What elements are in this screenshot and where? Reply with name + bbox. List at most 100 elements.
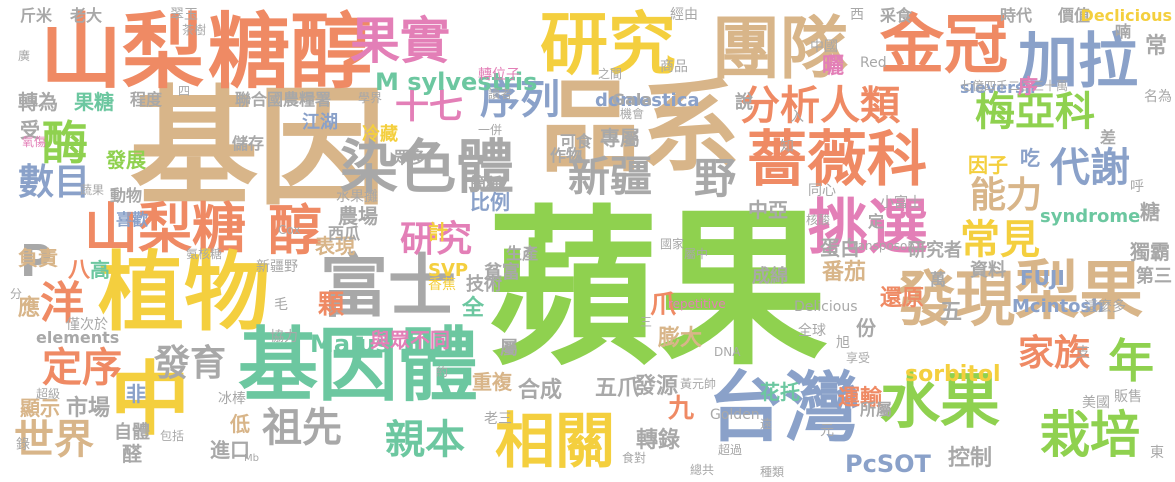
cloud-word: M sylvestris (375, 68, 538, 96)
cloud-word: 序列 (480, 77, 560, 123)
cloud-word: 十七 (395, 87, 463, 127)
cloud-word: 野 (694, 154, 737, 203)
cloud-word: 親本 (385, 417, 465, 463)
cloud-word: 屬中 (684, 247, 709, 261)
cloud-word: 眾多 (394, 148, 427, 167)
cloud-word: 成綿 (752, 266, 788, 287)
cloud-word: 計 (428, 220, 448, 244)
cloud-word: 讀者 (488, 87, 513, 101)
cloud-word: 氨核糖 (186, 247, 223, 261)
cloud-word: 簡稱 (470, 174, 503, 193)
cloud-word: 序 (1018, 74, 1038, 98)
cloud-word: Mcintosh (1012, 296, 1105, 317)
cloud-word: 販售 (1114, 389, 1142, 405)
cloud-word: DNA (714, 345, 741, 359)
cloud-word: Golden (710, 407, 760, 423)
cloud-word: 團隊 (712, 10, 849, 89)
cloud-word: 受 (20, 118, 40, 142)
cloud-word: Gala (612, 90, 653, 109)
cloud-word: 洋 (40, 278, 84, 329)
cloud-word: transposon (848, 239, 916, 253)
cloud-word: 資料 (970, 260, 1006, 281)
cloud-word: 應 (18, 296, 41, 321)
cloud-word: Malus (310, 330, 390, 358)
cloud-word: 中亞 (748, 198, 788, 222)
cloud-word: 翠玉 (170, 7, 198, 23)
cloud-word: 新疆 (568, 152, 653, 201)
cloud-word: 分析人類 (740, 83, 900, 129)
cloud-word: 家族 (1018, 333, 1091, 374)
cloud-word: 儲存 (232, 134, 265, 153)
cloud-word: elements (36, 328, 120, 347)
cloud-word: P (20, 236, 53, 287)
cloud-word: 學界 (358, 91, 383, 105)
cloud-word: 品系 (540, 69, 740, 186)
cloud-word: Red (860, 55, 887, 71)
cloud-word: 山梨糖 (84, 197, 246, 260)
cloud-word: 知 (780, 139, 794, 155)
cloud-word: 聯合國農糧署 (235, 90, 332, 109)
cloud-word: 顆 (318, 290, 345, 320)
cloud-word: 研究 (400, 219, 473, 260)
cloud-word: 僅次於 (66, 317, 108, 333)
cloud-word: 呼 (1130, 179, 1144, 195)
cloud-word: 茶樹 (182, 23, 207, 37)
cloud-word: 水果攤 (336, 189, 378, 205)
cloud-word: repetitive (668, 297, 726, 311)
cloud-word: domestica (595, 90, 700, 111)
cloud-word: 果糖 (74, 90, 114, 114)
cloud-word: 薔薇科 (747, 125, 927, 195)
cloud-word: 曬 (822, 54, 845, 79)
cloud-word: 享受 (846, 351, 871, 365)
cloud-word: 江湖 (302, 112, 338, 133)
cloud-word: 常見 (960, 217, 1040, 263)
cloud-word: 經由 (670, 7, 698, 23)
cloud-word: 喃 (1115, 22, 1132, 41)
cloud-word: 專屬 (600, 126, 640, 150)
cloud-word: 低 (230, 412, 250, 436)
cloud-word: 基因體 (238, 319, 478, 412)
cloud-word: 顯示 (20, 396, 60, 420)
cloud-word: 美國 (1082, 395, 1110, 411)
cloud-word: 醇 (268, 199, 322, 262)
cloud-word: 屬 (500, 338, 518, 359)
cloud-word: 氧傷 (22, 135, 47, 149)
cloud-word: 水果 (880, 367, 1000, 437)
cloud-word: 定 (868, 212, 885, 231)
cloud-word: FUJI (1020, 266, 1065, 290)
cloud-word: 蔬果 (80, 183, 105, 197)
cloud-word: 說 (735, 92, 753, 113)
cloud-word: 山梨 (40, 5, 205, 100)
cloud-word: 負責 (18, 246, 58, 270)
cloud-word: 植物 (98, 243, 270, 343)
cloud-word: 程度 (130, 90, 163, 109)
cloud-word: 栽培 (1040, 406, 1140, 464)
cloud-word: 發現 (895, 265, 1015, 335)
cloud-word: 年 (1108, 334, 1154, 388)
cloud-word: 價值 (1058, 6, 1091, 25)
cloud-word: 非 (126, 382, 146, 406)
cloud-word: 控制 (948, 446, 993, 471)
cloud-word: 元 (820, 423, 834, 439)
cloud-word: 份 (856, 316, 876, 340)
cloud-word: 轉錄 (636, 428, 681, 453)
cloud-word: 動物 (110, 186, 143, 205)
cloud-word: 全 (462, 296, 485, 321)
cloud-word: 研究者 (908, 240, 962, 261)
cloud-word: 采食 (880, 6, 913, 25)
cloud-word: 生產 (506, 244, 539, 263)
cloud-word: 協力 (270, 329, 298, 345)
cloud-word: 錄 (16, 437, 30, 453)
cloud-word: 約 (436, 365, 449, 379)
cloud-word: 富士 (320, 248, 457, 327)
cloud-word: SVP (428, 260, 469, 281)
cloud-word: 膨大 (658, 326, 703, 351)
cloud-word: 蘋果 (488, 191, 829, 389)
cloud-word: 香蕉 (428, 277, 456, 293)
cloud-word: 糖 (1140, 200, 1160, 224)
cloud-word: 果實 (350, 12, 450, 70)
cloud-word: 西 (850, 7, 864, 23)
cloud-word: 染色體 (340, 133, 515, 201)
cloud-word: 所屬 (860, 400, 893, 419)
